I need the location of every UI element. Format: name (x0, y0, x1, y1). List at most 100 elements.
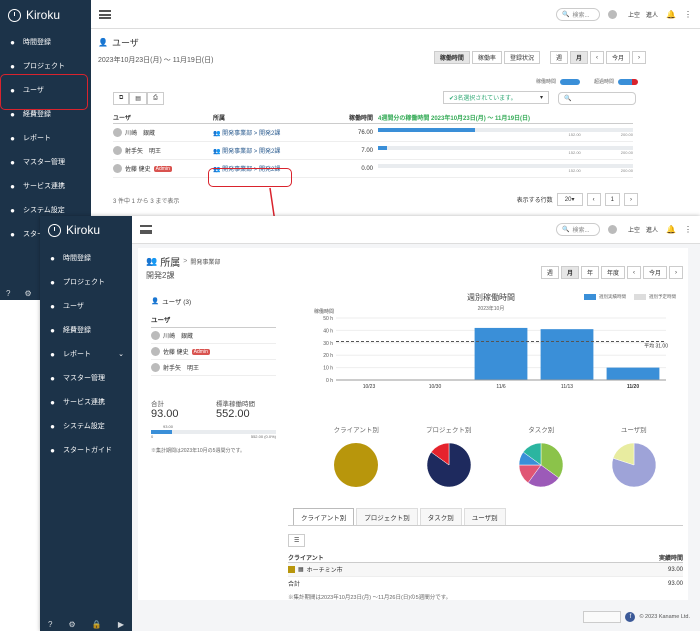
users-icon: 👥 (213, 167, 223, 173)
print-icon[interactable]: ⎙ (146, 92, 164, 105)
database-icon: ● (50, 373, 55, 383)
more-icon[interactable]: ⋮ (684, 9, 692, 19)
sidebar-item-2[interactable]: ● ユーザ (40, 294, 132, 318)
highlight-dept (208, 168, 292, 187)
table-search-input[interactable]: 🔍 (558, 92, 636, 105)
tab-client[interactable]: クライアント別 (293, 508, 355, 525)
pie-slice (527, 464, 560, 488)
sidebar-item-7[interactable]: ● システム設定 (0, 198, 91, 222)
page-title: ユーザ (111, 38, 139, 48)
user-name[interactable]: 上空 進人 (628, 228, 659, 234)
period-week[interactable]: 週 (549, 51, 568, 64)
pie-slice (523, 442, 542, 466)
avatar[interactable] (608, 225, 618, 234)
facebook-icon[interactable]: f (625, 612, 636, 622)
play-icon[interactable]: ▶ (117, 619, 124, 629)
sidebar-item-6[interactable]: ● サービス連携 (40, 390, 132, 414)
menu-toggle-icon[interactable] (99, 9, 111, 19)
sidebar-item-5[interactable]: ● マスター管理 (0, 150, 91, 174)
table-view-icon[interactable]: ☰ (288, 534, 306, 547)
overtime-toggle[interactable] (618, 78, 638, 85)
table-row[interactable]: ▦ ホーチミン市 93.00 (288, 563, 683, 577)
copy-icon[interactable]: ⧉ (113, 92, 130, 105)
sidebar-item-1[interactable]: ● プロジェクト (0, 54, 91, 78)
user-name[interactable]: 上空 進人 (628, 12, 659, 19)
menu-toggle-icon[interactable] (140, 225, 152, 234)
dept-link[interactable]: 👥 開発事業部 > 開発2課 (213, 131, 281, 137)
more-icon[interactable]: ⋮ (684, 225, 692, 234)
tab-user[interactable]: ユーザ別 (463, 508, 506, 525)
period-week[interactable]: 週 (540, 266, 559, 279)
sidebar-item-0[interactable]: ● 時間登録 (40, 246, 132, 270)
csv-icon[interactable]: ▤ (129, 92, 147, 105)
prev-button[interactable]: ‹ (589, 51, 604, 64)
tab-utilization[interactable]: 稼働率 (471, 51, 502, 64)
lock-icon[interactable]: 🔒 (91, 619, 102, 629)
tab-project[interactable]: プロジェクト別 (356, 508, 418, 525)
avatar (151, 363, 160, 372)
gear-icon[interactable]: ⚙ (24, 288, 32, 298)
gear-icon[interactable]: ⚙ (68, 619, 76, 629)
list-item[interactable]: 射手矢 明王 (151, 360, 276, 376)
user-filter-select[interactable]: ✔3名選択されています。 ▾ (443, 91, 549, 104)
breadcrumb[interactable]: 開発事業部 (190, 260, 221, 266)
date-range: 2023年10月23日(月) ～ 11月19日(日) (98, 57, 214, 64)
this-month-button[interactable]: 今月 (642, 266, 667, 279)
dept-link[interactable]: 👥 開発事業部 > 開発2課 (213, 167, 281, 173)
pager-page[interactable]: 1 (604, 193, 620, 206)
avatar[interactable] (608, 9, 618, 19)
prev-button[interactable]: ‹ (626, 266, 641, 279)
client-color-swatch (288, 566, 295, 573)
help-icon[interactable]: ? (6, 288, 11, 298)
sidebar-item-8[interactable]: ●スタートガイド (40, 438, 132, 462)
app-logo[interactable]: Kiroku (40, 216, 132, 244)
sidebar-item-6[interactable]: ● サービス連携 (0, 174, 91, 198)
search-icon: 🔍 (562, 227, 570, 233)
sidebar-item-4[interactable]: ● レポート ⌄ (40, 342, 132, 366)
search-input[interactable]: 🔍 検索... (556, 7, 601, 21)
hours-toggle[interactable] (559, 78, 580, 85)
sidebar-item-3[interactable]: ● 経費登録 (40, 318, 132, 342)
list-item[interactable]: 佐藤 健史 Admin (151, 344, 276, 360)
sidebar-item-5[interactable]: ● マスター管理 (40, 366, 132, 390)
next-button[interactable]: › (669, 266, 683, 279)
table-row[interactable]: 射手矢 明王 👥 開発事業部 > 開発2課 7.00 152.00 200.00 (113, 142, 633, 160)
page-size-select[interactable]: 20 ▾ (556, 193, 583, 206)
sidebar-item-7[interactable]: ● システム設定 (40, 414, 132, 438)
sidebar-item-3[interactable]: ● 経費登録 (0, 102, 91, 126)
table-row[interactable]: 佐藤 健史 Admin 👥 開発事業部 > 開発2課 0.00 152.00 200.00 (113, 160, 633, 178)
cubes-icon: ● (50, 277, 55, 287)
pager-prev[interactable]: ‹ (586, 193, 601, 206)
bell-icon[interactable]: 🔔 (666, 9, 676, 19)
help-icon[interactable]: ? (48, 619, 53, 629)
sidebar-item-1[interactable]: ● プロジェクト (40, 270, 132, 294)
pie-slice (334, 443, 379, 487)
period-month[interactable]: 月 (560, 266, 579, 279)
app-logo[interactable]: Kiroku (0, 0, 91, 30)
sidebar-item-2[interactable]: ● ユーザ (0, 78, 91, 102)
period-fiscal-year[interactable]: 年度 (600, 266, 625, 279)
overtime-toggle-label: 超過時間 (593, 79, 614, 85)
period-month[interactable]: 月 (569, 51, 588, 64)
search-input[interactable]: 🔍 検索... (556, 223, 601, 236)
table-row[interactable]: 川崎 銀蔵 👥 開発事業部 > 開発2課 76.00 152.00 200.00 (113, 124, 633, 142)
tab-registration[interactable]: 登録状況 (503, 51, 540, 64)
chart-subtitle: 2023年10月 (477, 306, 505, 312)
tab-task[interactable]: タスク別 (419, 508, 462, 525)
y-axis-label: 稼働時間 (314, 309, 335, 315)
table-total-row: 合計 93.00 (288, 580, 683, 589)
user-icon: ● (50, 301, 55, 311)
client-table: クライアント 実績時間 ▦ ホーチミン市 93.00 合計 93.00 (288, 552, 683, 590)
pager-next[interactable]: › (624, 193, 638, 206)
list-item[interactable]: 川崎 銀蔵 (151, 328, 276, 344)
next-button[interactable]: › (632, 51, 646, 64)
period-year[interactable]: 年 (580, 266, 599, 279)
period-note: ※集計期間は2023年10月の5週間分です。 (151, 448, 245, 454)
sidebar-item-4[interactable]: ● レポート (0, 126, 91, 150)
sidebar-item-0[interactable]: ● 時間登録 (0, 30, 91, 54)
bell-icon[interactable]: 🔔 (666, 225, 676, 234)
tab-hours[interactable]: 稼働時間 (433, 51, 470, 64)
user-icon: 👤 (151, 298, 160, 305)
this-month-button[interactable]: 今月 (605, 51, 630, 64)
dept-link[interactable]: 👥 開発事業部 > 開発2課 (213, 149, 281, 155)
